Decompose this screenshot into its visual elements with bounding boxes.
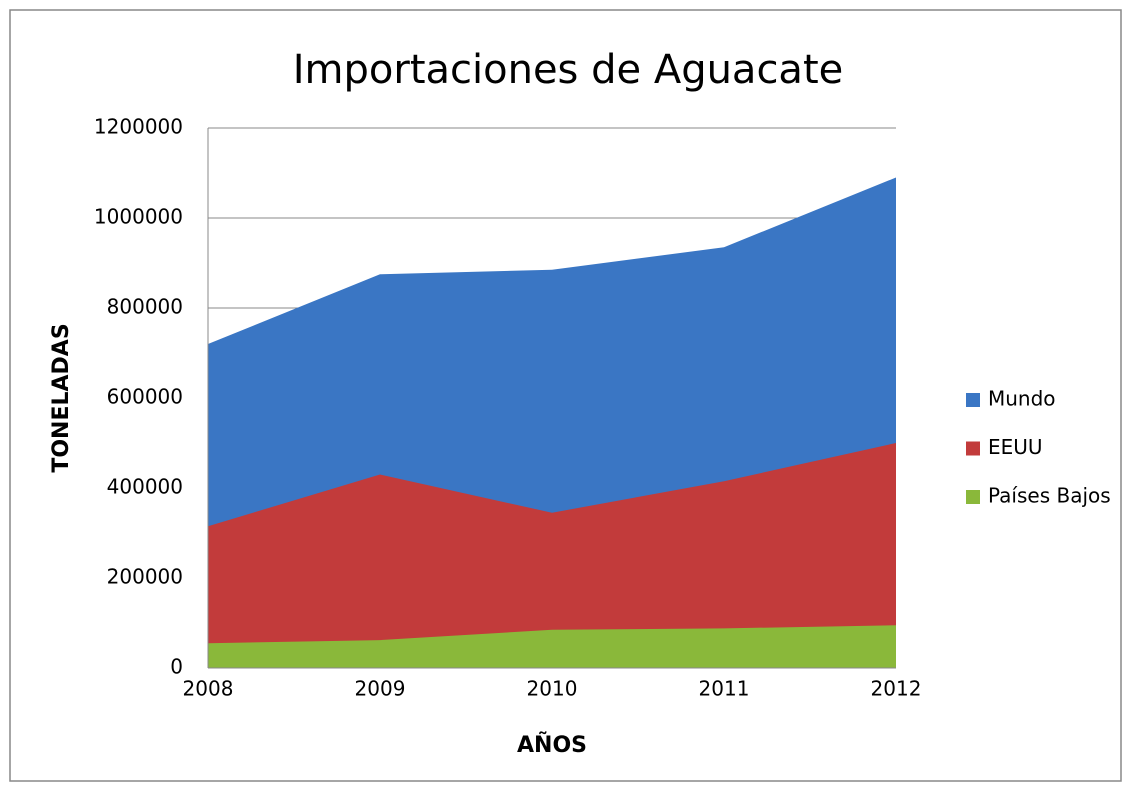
y-tick-label: 1200000 <box>94 115 183 139</box>
legend-label: Mundo <box>988 387 1056 411</box>
y-tick-label: 1000000 <box>94 205 183 229</box>
area <box>208 625 896 668</box>
legend-swatch <box>966 490 980 504</box>
y-tick-label: 200000 <box>107 565 183 589</box>
y-tick-label: 400000 <box>107 475 183 499</box>
legend-swatch <box>966 441 980 456</box>
x-tick-label: 2009 <box>355 677 406 701</box>
legend-label: EEUU <box>988 435 1043 459</box>
chart-title: Importaciones de Aguacate <box>293 47 844 93</box>
y-tick-label: 0 <box>170 655 183 679</box>
y-axis-label: TONELADAS <box>49 323 74 472</box>
legend-swatch <box>966 393 980 407</box>
x-tick-label: 2012 <box>871 677 922 701</box>
x-axis-label: AÑOS <box>517 732 587 758</box>
y-tick-label: 800000 <box>107 295 183 319</box>
legend-label: Países Bajos <box>988 484 1111 508</box>
x-tick-label: 2011 <box>699 677 750 701</box>
area <box>208 443 896 668</box>
x-tick-label: 2010 <box>527 677 578 701</box>
y-tick-label: 600000 <box>107 385 183 409</box>
x-tick-label: 2008 <box>183 677 234 701</box>
